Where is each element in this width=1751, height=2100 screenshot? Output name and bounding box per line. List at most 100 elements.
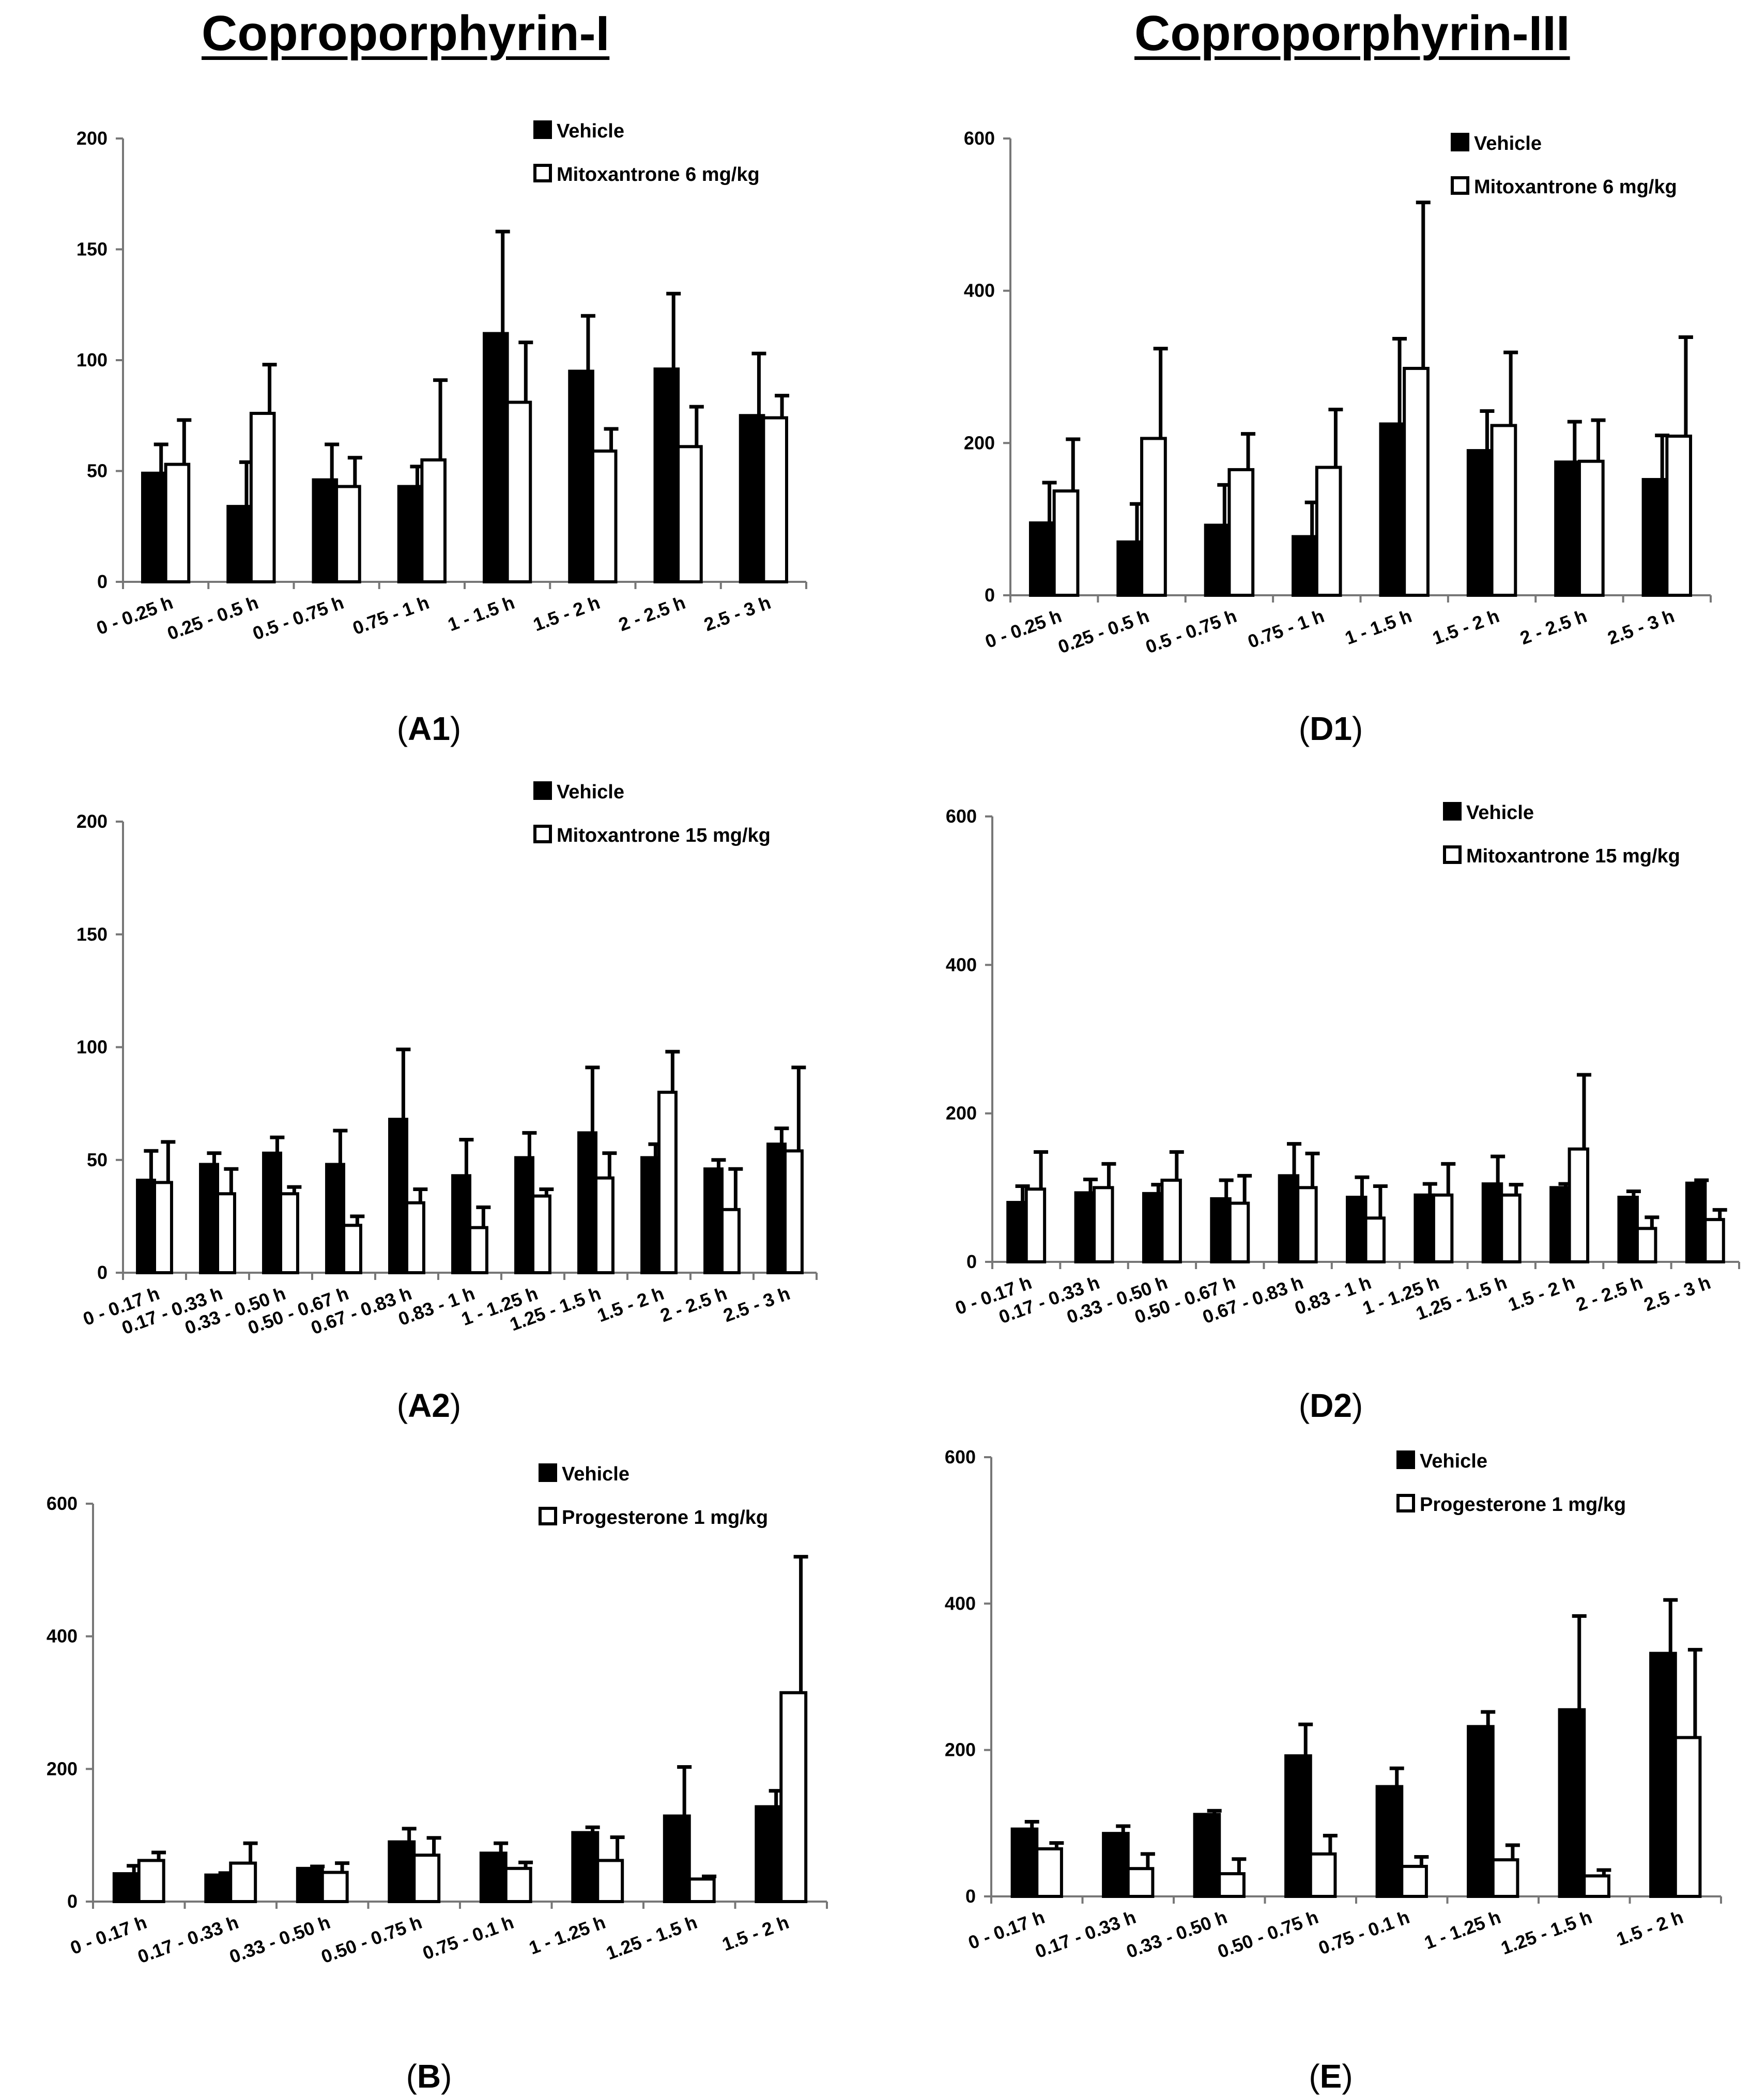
legend-swatch-vehicle — [539, 1463, 557, 1482]
y-tick-label: 150 — [76, 239, 107, 260]
bar-vehicle-0 — [1028, 521, 1056, 597]
bar-vehicle-4 — [483, 332, 509, 584]
chart-a1: 0 50 100 150 200 0 - 0.25 h0.25 - 0.5 h0.5 - … — [76, 120, 807, 747]
bar-vehicle-6 — [663, 1814, 691, 1903]
bar-treatment-5 — [596, 1859, 624, 1904]
x-tick-label: 2.5 - 3 h — [720, 1283, 793, 1326]
x-tick-label: 0.75 - 1 h — [1245, 605, 1327, 652]
x-tick-label: 0.5 - 0.75 h — [250, 592, 346, 644]
y-tick-label: 600 — [47, 1493, 78, 1514]
chart-d1: 0 200 400 600 0 - 0.25 h0.25 - 0.5 h0.5 - 0.… — [964, 128, 1712, 747]
bar-treatment-0 — [1024, 1187, 1047, 1264]
x-tick-label: 0.75 - 1 h — [350, 592, 432, 639]
bar-treatment-4 — [405, 1201, 425, 1275]
bar-treatment-7 — [1500, 1193, 1522, 1263]
bar-treatment-3 — [412, 1854, 441, 1904]
legend-label-treatment: Progesterone 1 mg/kg — [1420, 1494, 1626, 1516]
bar-treatment-1 — [249, 411, 276, 584]
y-tick-label: 600 — [946, 806, 977, 827]
x-tick-label: 0.33 - 0.50 h — [226, 1911, 333, 1967]
bar-vehicle-9 — [1617, 1196, 1639, 1264]
x-tick-label: 1 - 1.5 h — [445, 592, 517, 635]
bar-vehicle-5 — [451, 1174, 471, 1274]
bar-vehicle-1 — [199, 1163, 219, 1274]
x-tick-label: 0.17 - 0.33 h — [135, 1911, 241, 1967]
y-tick-label: 400 — [964, 280, 995, 301]
legend-label-vehicle: Vehicle — [1420, 1450, 1487, 1472]
bar-vehicle-5 — [568, 369, 594, 583]
y-tick-label: 200 — [964, 432, 995, 453]
bar-vehicle-3 — [1292, 535, 1318, 597]
x-tick-label: 0.25 - 0.5 h — [164, 592, 261, 644]
bar-treatment-0 — [153, 1181, 173, 1274]
bar-treatment-4 — [1296, 1186, 1318, 1263]
bar-vehicle-0 — [141, 471, 167, 583]
panel-label: (D2) — [1299, 1387, 1363, 1424]
bar-vehicle-0 — [1006, 1201, 1028, 1263]
title-coproporphyrin-i: Coproporphyrin-I — [202, 6, 610, 61]
legend-label-vehicle: Vehicle — [1466, 802, 1534, 824]
bar-vehicle-1 — [1116, 540, 1144, 597]
bar-treatment-3 — [1315, 466, 1342, 597]
bar-treatment-2 — [1218, 1872, 1246, 1898]
bar-treatment-10 — [784, 1149, 804, 1275]
y-tick-label: 200 — [945, 1739, 976, 1761]
legend-label-vehicle: Vehicle — [1474, 133, 1542, 155]
bar-treatment-7 — [1665, 435, 1693, 597]
bar-treatment-6 — [1577, 459, 1605, 597]
bar-treatment-10 — [1703, 1218, 1725, 1264]
x-tick-label: 0.83 - 1 h — [1292, 1272, 1374, 1319]
bar-vehicle-2 — [1193, 1813, 1221, 1898]
legend-swatch-treatment — [1443, 845, 1462, 864]
legend-label-vehicle: Vehicle — [557, 781, 624, 803]
bar-vehicle-7 — [1649, 1651, 1677, 1898]
legend-label-vehicle: Vehicle — [562, 1463, 629, 1485]
x-tick-label: 2 - 2.5 h — [657, 1283, 730, 1326]
bar-treatment-3 — [1309, 1852, 1337, 1898]
bar-vehicle-2 — [262, 1151, 282, 1275]
legend-swatch-treatment — [533, 164, 552, 182]
bar-vehicle-5 — [1467, 1725, 1495, 1898]
bar-treatment-6 — [1432, 1193, 1454, 1263]
bar-treatment-9 — [720, 1208, 741, 1275]
legend-swatch-vehicle — [1396, 1450, 1415, 1469]
legend-swatch-vehicle — [533, 781, 552, 800]
bar-treatment-0 — [164, 462, 191, 583]
x-tick-label: 0.75 - 0.1 h — [420, 1911, 516, 1964]
bar-vehicle-7 — [577, 1131, 598, 1275]
bar-treatment-2 — [279, 1192, 299, 1275]
bar-treatment-2 — [1160, 1178, 1182, 1263]
x-tick-label: 1.5 - 2 h — [530, 592, 603, 635]
legend-swatch-vehicle — [533, 120, 552, 139]
x-tick-label: 2.5 - 3 h — [701, 592, 774, 635]
y-tick-label: 200 — [76, 128, 107, 149]
bar-treatment-0 — [137, 1859, 165, 1904]
bar-vehicle-0 — [136, 1179, 156, 1274]
bar-treatment-8 — [1568, 1147, 1590, 1264]
x-tick-label: 1.25 - 1.5 h — [1498, 1906, 1595, 1958]
bar-vehicle-7 — [755, 1805, 783, 1904]
legend-label-treatment: Mitoxantrone 6 mg/kg — [557, 164, 760, 186]
x-tick-label: 1 - 1.25 h — [1421, 1906, 1503, 1953]
bar-vehicle-2 — [296, 1866, 324, 1903]
bar-treatment-6 — [687, 1877, 716, 1904]
bar-treatment-2 — [320, 1871, 349, 1904]
bar-treatment-6 — [531, 1194, 551, 1275]
bar-vehicle-7 — [1641, 478, 1669, 597]
bar-vehicle-4 — [1278, 1174, 1300, 1264]
bar-vehicle-1 — [1074, 1191, 1096, 1263]
bar-treatment-7 — [1673, 1736, 1702, 1898]
bar-vehicle-6 — [653, 367, 680, 583]
bar-treatment-2 — [1227, 468, 1255, 597]
bar-vehicle-3 — [325, 1163, 345, 1274]
title-coproporphyrin-iii: Coproporphyrin-III — [1134, 6, 1570, 61]
x-tick-label: 0.33 - 0.50 h — [1124, 1906, 1230, 1962]
panel-label: (E) — [1309, 2058, 1353, 2095]
y-tick-label: 400 — [47, 1626, 78, 1647]
bar-treatment-5 — [591, 449, 618, 584]
legend-label-treatment: Mitoxantrone 15 mg/kg — [557, 825, 771, 846]
x-tick-label: 1.5 - 2 h — [719, 1911, 792, 1955]
legend-swatch-treatment — [533, 825, 552, 843]
